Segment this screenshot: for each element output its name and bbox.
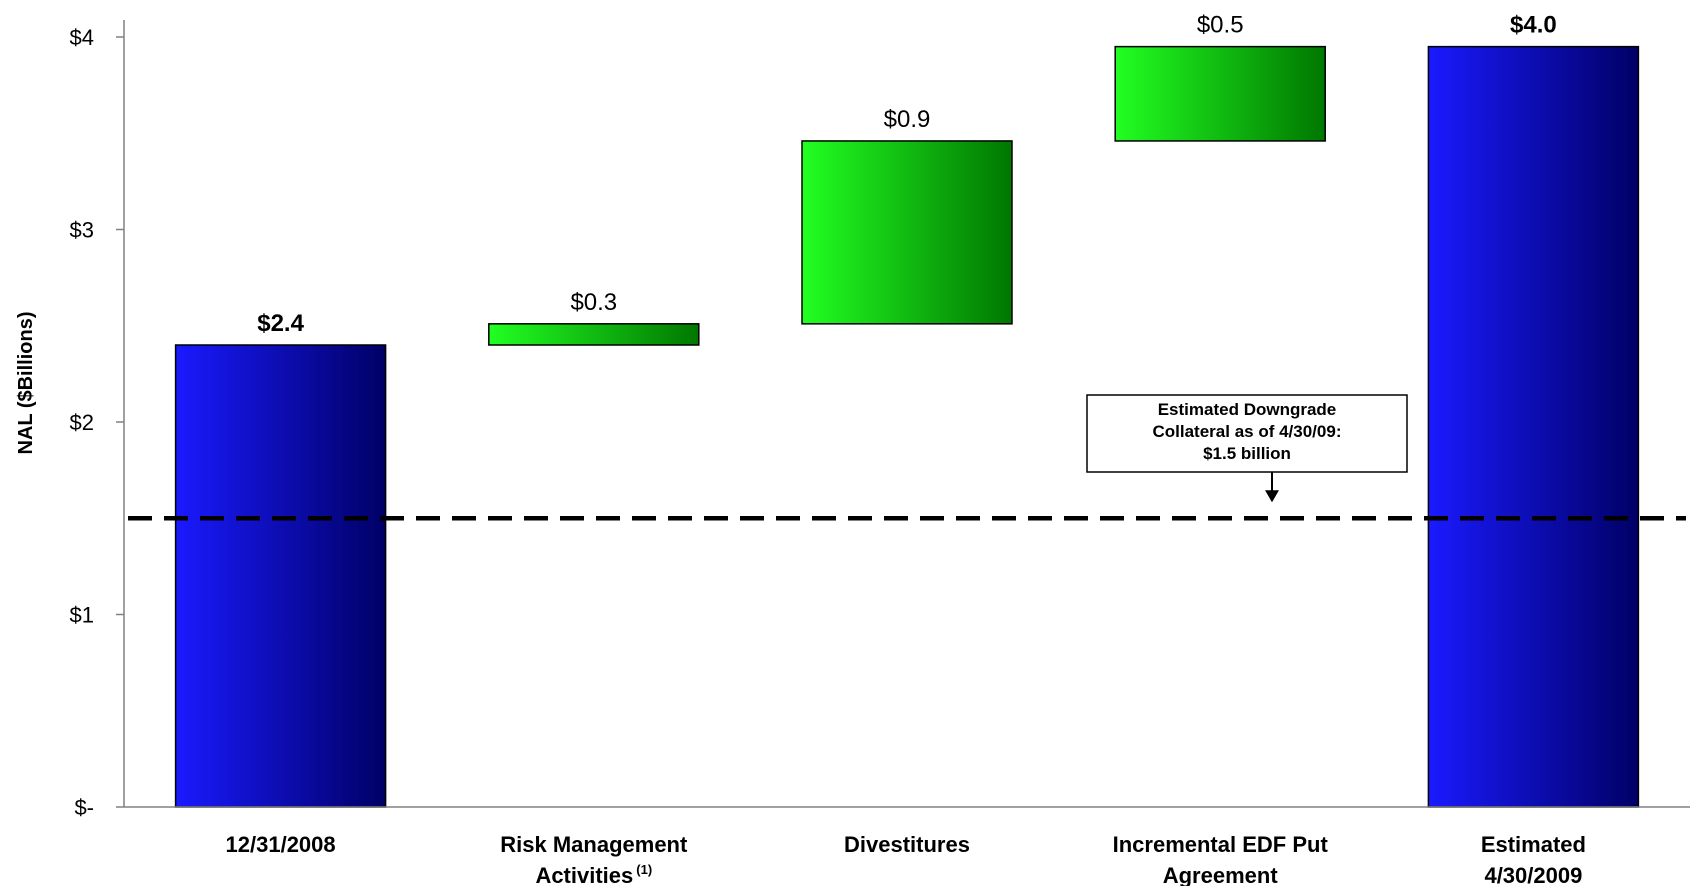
y-tick-label: $3 — [70, 218, 94, 243]
x-category-label: 4/30/2009 — [1484, 863, 1582, 886]
y-tick-label: $2 — [70, 410, 94, 435]
bars-layer — [174, 45, 1640, 808]
bar-value-label: $0.3 — [570, 289, 617, 316]
threshold-callout-text: Estimated Downgrade — [1158, 400, 1337, 419]
x-category-label: Risk Management — [500, 832, 688, 857]
axes-layer: $- $1 $2 $3 $4 — [70, 20, 1690, 820]
bar-2 — [488, 323, 700, 346]
x-category-label: Divestitures — [844, 832, 970, 857]
x-category-label: 12/31/2008 — [226, 832, 336, 857]
y-tick-label: $- — [74, 795, 94, 820]
bar-value-label: $0.9 — [884, 106, 931, 133]
bar-1 — [174, 344, 387, 808]
callout-arrow-head — [1265, 490, 1279, 503]
y-tick-label: $4 — [70, 25, 94, 50]
y-tick-label: $1 — [70, 603, 94, 628]
footnote-marker: (1) — [636, 862, 652, 877]
x-category-label: Incremental EDF Put — [1113, 832, 1329, 857]
threshold-callout-text: $1.5 billion — [1203, 444, 1291, 463]
bar-value-label: $4.0 — [1510, 12, 1557, 39]
bar-value-label: $2.4 — [257, 310, 304, 337]
x-category-label: Estimated — [1481, 832, 1586, 857]
bar-3 — [801, 140, 1013, 325]
labels-layer: $2.4 $0.3 $0.9 $0.5 $4.0 12/31/2008 Risk Manag… — [226, 12, 1586, 886]
bar-4 — [1114, 45, 1326, 142]
x-category-label: Agreement — [1163, 863, 1279, 886]
x-category-label: Activities (1) — [535, 862, 652, 886]
bar-5 — [1427, 45, 1640, 808]
bar-value-label: $0.5 — [1197, 12, 1244, 39]
y-axis-title: NAL ($Billions) — [15, 312, 37, 455]
threshold-callout-text: Collateral as of 4/30/09: — [1153, 422, 1342, 441]
threshold-callout-box — [1086, 394, 1408, 473]
threshold-layer: Estimated Downgrade Collateral as of 4/30… — [128, 394, 1686, 521]
